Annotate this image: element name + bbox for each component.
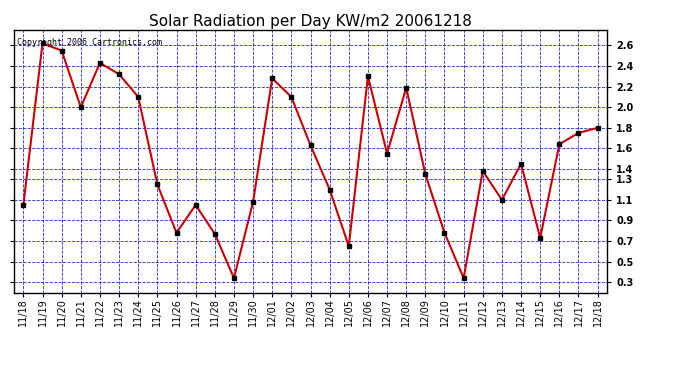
Text: Copyright 2006 Cartronics.com: Copyright 2006 Cartronics.com [17,38,161,47]
Title: Solar Radiation per Day KW/m2 20061218: Solar Radiation per Day KW/m2 20061218 [149,14,472,29]
